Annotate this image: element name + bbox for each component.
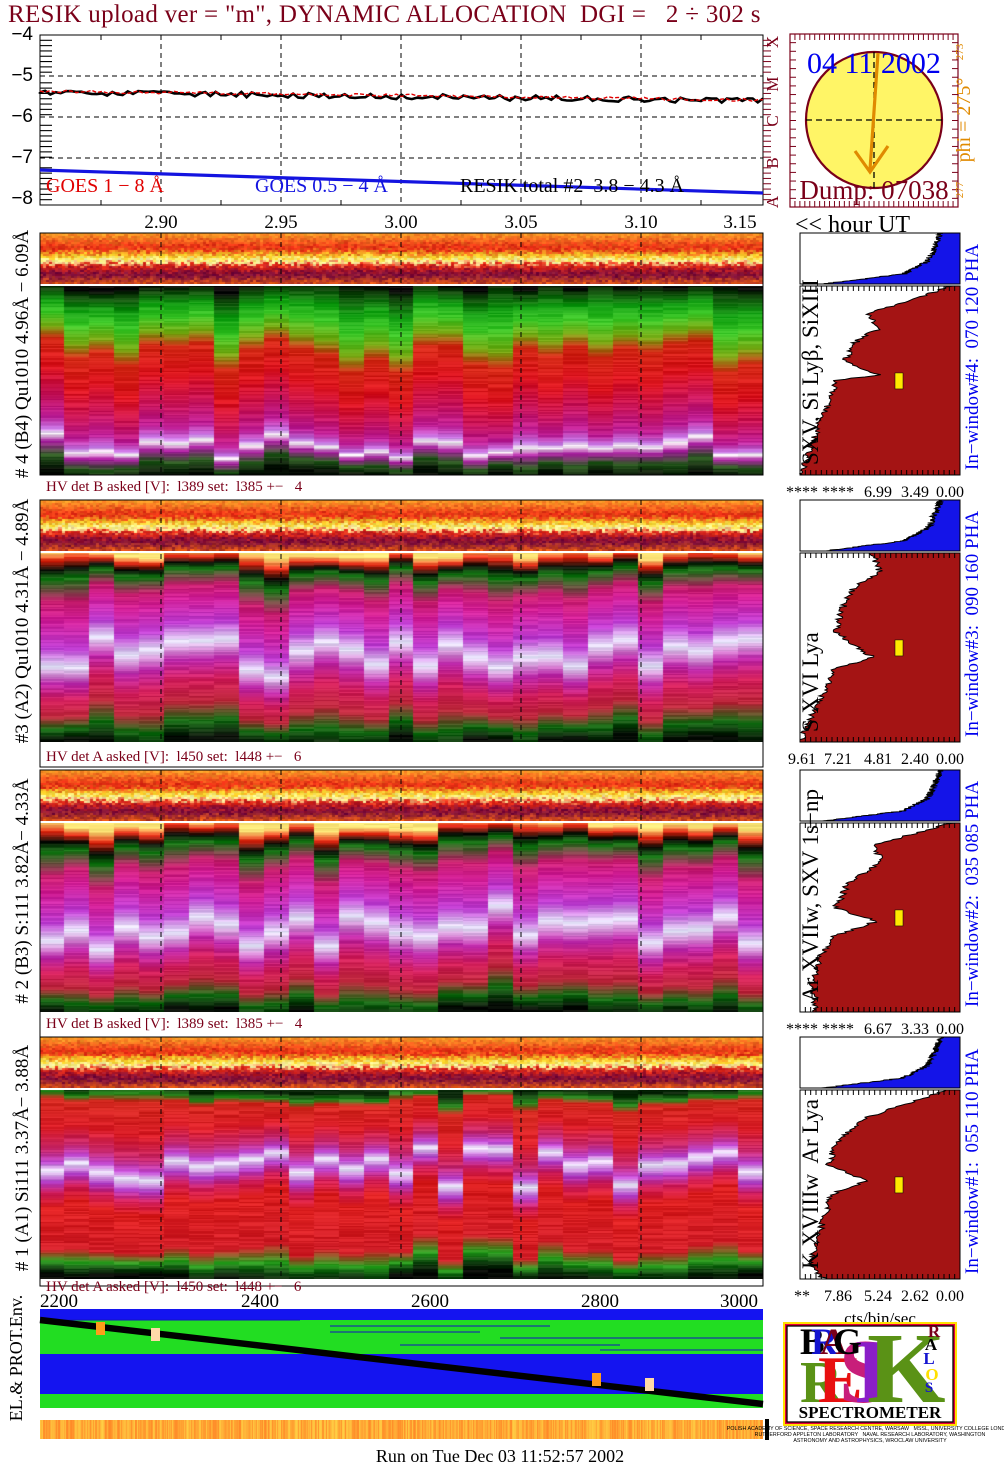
svg-text:G: G	[833, 1322, 862, 1363]
svg-text:ASTRONOMY AND ASTROPHYSICS, WR: ASTRONOMY AND ASTROPHYSICS, WROCLAW UNIV…	[793, 1438, 947, 1444]
svg-text:S: S	[925, 1380, 933, 1396]
svg-text:SPECTROMETER: SPECTROMETER	[799, 1403, 942, 1422]
